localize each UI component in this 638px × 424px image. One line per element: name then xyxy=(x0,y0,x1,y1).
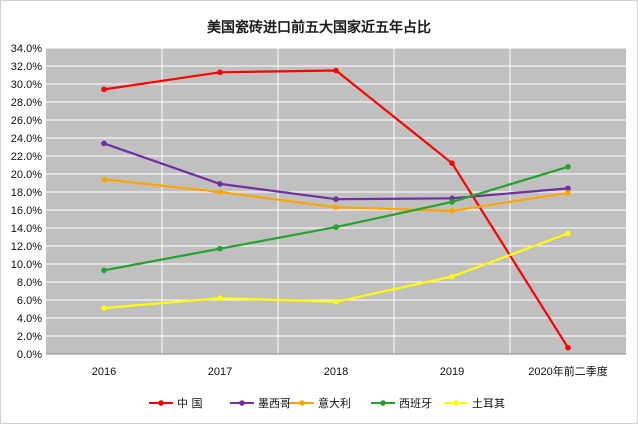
data-point xyxy=(449,199,455,205)
legend-label: 中 国 xyxy=(177,397,203,410)
y-tick-label: 12.0% xyxy=(11,241,42,253)
y-tick-label: 32.0% xyxy=(11,61,42,73)
y-tick-label: 30.0% xyxy=(11,79,42,91)
data-point xyxy=(101,140,107,147)
y-tick-label: 2.0% xyxy=(17,331,42,343)
y-tick-label: 6.0% xyxy=(17,295,42,307)
x-axis-ticks: 2016 2017 2018 2019 2020年前二季度 xyxy=(92,364,608,378)
series-layer xyxy=(101,67,571,351)
data-point xyxy=(565,185,571,192)
series-0 xyxy=(101,67,571,351)
y-axis-ticks: 0.0% 2.0% 4.0% 6.0% 8.0% 10.0% 12.0% 14.0% 16.0%… xyxy=(11,43,42,361)
x-tick-label: 2017 xyxy=(208,366,232,378)
data-point xyxy=(101,267,107,274)
y-tick-label: 24.0% xyxy=(11,133,42,145)
legend-label: 墨西哥 xyxy=(258,397,291,410)
data-point xyxy=(565,344,571,351)
legend-item: 墨西哥 xyxy=(230,397,291,410)
series-3 xyxy=(101,164,571,274)
y-tick-label: 4.0% xyxy=(17,313,42,325)
legend: 中 国 墨西哥 意大利 西班牙 土耳其 xyxy=(149,396,505,410)
data-point xyxy=(217,245,223,252)
data-point xyxy=(565,190,571,196)
legend-swatch-marker xyxy=(380,400,386,406)
data-point xyxy=(217,181,223,187)
data-point xyxy=(101,86,107,93)
data-point xyxy=(333,224,339,230)
legend-swatch-marker xyxy=(158,400,164,406)
y-tick-label: 18.0% xyxy=(11,187,42,199)
data-point xyxy=(565,164,571,170)
y-tick-label: 10.0% xyxy=(11,259,42,271)
legend-swatch-marker xyxy=(453,400,459,406)
y-tick-label: 22.0% xyxy=(11,151,42,163)
data-point xyxy=(449,208,455,214)
series-2 xyxy=(101,176,571,214)
data-point xyxy=(101,305,107,311)
data-point xyxy=(333,67,339,74)
data-point xyxy=(101,176,107,183)
x-tick-label: 2016 xyxy=(92,366,116,378)
legend-label: 西班牙 xyxy=(399,397,432,410)
legend-item: 土耳其 xyxy=(444,397,505,410)
data-point xyxy=(333,299,339,305)
data-point xyxy=(333,196,339,202)
y-tick-label: 8.0% xyxy=(17,277,42,289)
data-point xyxy=(217,295,223,302)
data-point xyxy=(217,69,223,76)
y-tick-label: 0.0% xyxy=(17,349,42,361)
x-tick-label: 2020年前二季度 xyxy=(528,364,607,378)
x-tick-label: 2018 xyxy=(324,366,348,378)
data-point xyxy=(217,189,223,195)
y-tick-label: 20.0% xyxy=(11,169,42,181)
legend-label: 意大利 xyxy=(318,396,351,410)
legend-swatch-marker xyxy=(299,400,305,406)
legend-label: 土耳其 xyxy=(472,397,505,410)
y-tick-label: 28.0% xyxy=(11,97,42,109)
legend-item: 意大利 xyxy=(290,396,351,410)
y-tick-label: 26.0% xyxy=(11,115,42,127)
series-4 xyxy=(101,230,571,311)
data-point xyxy=(449,160,455,166)
data-point xyxy=(449,273,455,280)
legend-item: 西班牙 xyxy=(371,397,432,410)
y-tick-label: 14.0% xyxy=(11,223,42,235)
legend-item: 中 国 xyxy=(149,397,203,410)
chart-title: 美国瓷砖进口前五大国家近五年占比 xyxy=(207,19,431,36)
x-tick-label: 2019 xyxy=(440,366,464,378)
legend-swatch-marker xyxy=(239,400,245,406)
data-point xyxy=(565,230,571,237)
y-tick-label: 34.0% xyxy=(11,43,42,55)
data-point xyxy=(333,204,339,211)
series-1 xyxy=(101,140,571,202)
y-tick-label: 16.0% xyxy=(11,205,42,217)
